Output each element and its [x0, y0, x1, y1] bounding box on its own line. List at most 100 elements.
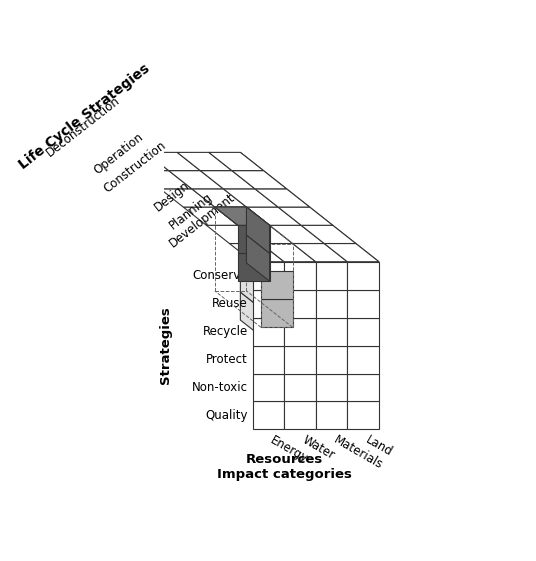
Text: Development: Development: [167, 191, 238, 250]
Polygon shape: [356, 383, 379, 429]
Polygon shape: [278, 207, 333, 226]
Polygon shape: [261, 243, 316, 262]
Polygon shape: [264, 282, 287, 329]
Polygon shape: [215, 207, 270, 226]
Polygon shape: [356, 243, 379, 289]
Polygon shape: [287, 273, 310, 319]
Polygon shape: [137, 171, 192, 189]
Polygon shape: [270, 226, 324, 243]
Polygon shape: [232, 171, 287, 189]
Polygon shape: [247, 207, 270, 253]
Polygon shape: [252, 318, 284, 346]
Polygon shape: [264, 227, 287, 273]
Polygon shape: [356, 272, 379, 318]
Text: Materials: Materials: [331, 434, 385, 472]
Polygon shape: [347, 346, 379, 374]
Polygon shape: [114, 153, 169, 171]
Polygon shape: [347, 289, 379, 318]
Polygon shape: [356, 328, 379, 374]
Polygon shape: [146, 153, 200, 171]
Polygon shape: [284, 262, 316, 289]
Polygon shape: [264, 199, 287, 245]
Polygon shape: [310, 207, 333, 253]
Polygon shape: [224, 189, 278, 207]
Polygon shape: [287, 217, 310, 263]
Text: Construction: Construction: [101, 139, 169, 196]
Polygon shape: [183, 207, 238, 226]
Polygon shape: [247, 207, 270, 253]
Polygon shape: [252, 374, 284, 402]
Text: Design: Design: [152, 178, 192, 214]
Polygon shape: [287, 329, 310, 375]
Polygon shape: [264, 171, 287, 217]
Polygon shape: [316, 402, 347, 429]
Polygon shape: [240, 264, 264, 310]
Polygon shape: [301, 226, 356, 243]
Text: Quality: Quality: [205, 409, 248, 422]
Polygon shape: [287, 189, 310, 235]
Text: Energy: Energy: [269, 434, 311, 466]
Polygon shape: [310, 319, 333, 365]
Polygon shape: [316, 346, 347, 374]
Polygon shape: [333, 281, 356, 328]
Polygon shape: [238, 226, 293, 243]
Text: Recycle: Recycle: [203, 325, 248, 338]
Text: Land: Land: [363, 434, 394, 459]
Polygon shape: [264, 255, 287, 301]
Polygon shape: [284, 289, 316, 318]
Polygon shape: [252, 262, 284, 289]
Text: Planning: Planning: [167, 190, 215, 232]
Text: Conserve: Conserve: [192, 269, 248, 282]
Polygon shape: [206, 226, 261, 243]
Polygon shape: [333, 253, 356, 300]
Polygon shape: [252, 289, 284, 318]
Polygon shape: [261, 300, 293, 328]
Polygon shape: [333, 226, 356, 272]
Polygon shape: [252, 402, 284, 429]
Polygon shape: [192, 189, 247, 207]
Polygon shape: [293, 243, 347, 262]
Text: Reuse: Reuse: [212, 297, 248, 310]
Polygon shape: [247, 207, 301, 226]
Text: Strategies: Strategies: [159, 307, 172, 384]
Polygon shape: [247, 235, 270, 281]
Polygon shape: [347, 374, 379, 402]
Polygon shape: [209, 153, 264, 171]
Polygon shape: [347, 318, 379, 346]
Polygon shape: [287, 245, 310, 291]
Polygon shape: [255, 189, 310, 207]
Polygon shape: [287, 301, 310, 347]
Polygon shape: [333, 365, 356, 411]
Polygon shape: [310, 263, 333, 309]
Text: Life Cycle Strategies: Life Cycle Strategies: [17, 61, 153, 172]
Text: Deconstruction: Deconstruction: [43, 94, 123, 159]
Polygon shape: [310, 291, 333, 337]
Polygon shape: [160, 189, 215, 207]
Polygon shape: [284, 374, 316, 402]
Polygon shape: [284, 402, 316, 429]
Polygon shape: [333, 337, 356, 383]
Text: Non-toxic: Non-toxic: [192, 381, 248, 394]
Polygon shape: [252, 346, 284, 374]
Polygon shape: [316, 262, 347, 289]
Polygon shape: [240, 180, 264, 227]
Polygon shape: [240, 236, 264, 282]
Polygon shape: [240, 208, 264, 255]
Polygon shape: [238, 253, 270, 281]
Polygon shape: [169, 171, 224, 189]
Polygon shape: [229, 243, 284, 262]
Text: Protect: Protect: [206, 353, 248, 366]
Polygon shape: [310, 347, 333, 393]
Polygon shape: [284, 346, 316, 374]
Text: Water: Water: [300, 434, 337, 462]
Polygon shape: [177, 153, 232, 171]
Polygon shape: [238, 226, 270, 253]
Polygon shape: [261, 272, 293, 300]
Polygon shape: [247, 235, 270, 281]
Polygon shape: [240, 292, 264, 338]
Polygon shape: [347, 262, 379, 289]
Polygon shape: [347, 402, 379, 429]
Polygon shape: [264, 310, 287, 356]
Polygon shape: [200, 171, 255, 189]
Polygon shape: [310, 235, 333, 281]
